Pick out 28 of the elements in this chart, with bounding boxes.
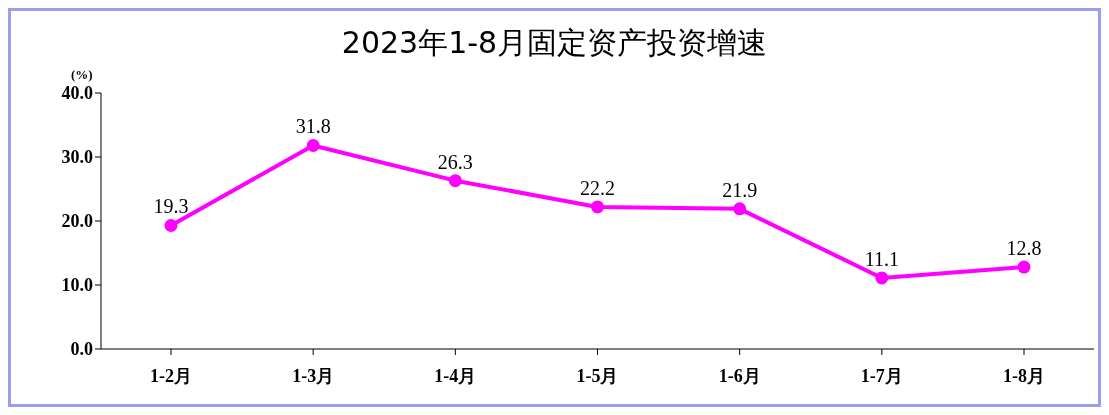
y-tick-label: 20.0 [61, 211, 93, 232]
data-label: 19.3 [153, 195, 189, 218]
x-tick-label: 1-3月 [292, 365, 335, 386]
point [591, 200, 604, 214]
chart-title: 2023年1-8月固定资产投资增速 [340, 24, 769, 62]
data-label: 22.2 [580, 176, 615, 199]
data-label: 26.3 [437, 150, 473, 173]
point [164, 218, 178, 232]
x-tick-label: 1-8月 [1003, 365, 1045, 386]
data-label: 12.8 [1006, 237, 1042, 260]
x-tick-label: 1-6月 [718, 365, 761, 386]
data-label: 21.9 [722, 178, 758, 201]
point [448, 174, 462, 188]
x-tick-label: 1-7月 [860, 365, 903, 386]
x-tick-label: 1-4月 [434, 365, 477, 386]
data-label: 11.1 [864, 247, 899, 270]
point [1017, 260, 1031, 274]
y-tick-label: 0.0 [70, 339, 93, 360]
point [875, 271, 889, 285]
y-axis-title: (%) [71, 67, 93, 83]
y-tick-label: 40.0 [61, 83, 93, 104]
y-tick-label: 10.0 [61, 275, 93, 296]
x-tick-label: 1-2月 [150, 365, 192, 386]
y-tick-label: 30.0 [61, 147, 93, 168]
data-label: 31.8 [295, 115, 331, 138]
x-tick-label: 1-5月 [576, 365, 619, 386]
point [733, 202, 747, 216]
point [306, 138, 320, 152]
